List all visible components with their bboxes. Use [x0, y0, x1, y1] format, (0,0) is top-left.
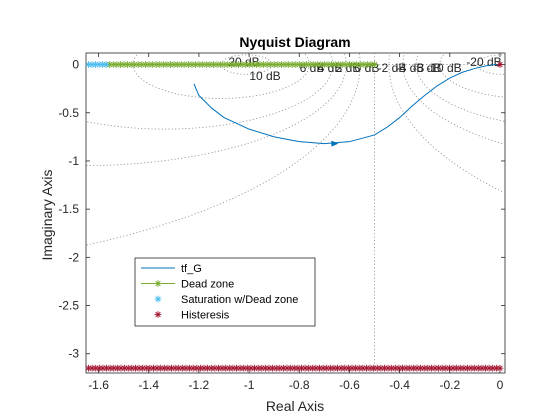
- y-tick-label: -1.5: [58, 202, 79, 216]
- series-saturation-w-dead-zone-point-d2: [103, 61, 109, 68]
- series-tf-g-arrow: [331, 140, 339, 147]
- series-dead-zone-point-d2: [371, 61, 378, 68]
- mcircle-label: -10 dB: [426, 61, 461, 75]
- x-tick-label: -1: [244, 378, 255, 392]
- y-tick-label: -2: [68, 250, 79, 264]
- mcircle-label: -6 dB: [413, 61, 442, 75]
- x-tick-label: -0.4: [389, 378, 410, 392]
- x-tick-label: -1.6: [88, 378, 109, 392]
- x-tick-label: -1.2: [189, 378, 210, 392]
- mcircle-label: -20 dB: [466, 55, 501, 69]
- series-histeresis-point: [496, 364, 504, 372]
- legend-marker-histeresis-d2: [155, 311, 161, 318]
- legend-marker-dead-zone: [154, 280, 162, 287]
- legend-box: [134, 257, 316, 327]
- legend-marker-saturation-w-dead-zone-d2: [155, 296, 161, 302]
- x-tick-label: 0: [497, 378, 504, 392]
- y-tick-label: -2.5: [58, 299, 79, 313]
- legend-marker-dead-zone-d2: [155, 280, 161, 287]
- y-tick-label: -3: [68, 347, 79, 361]
- series-saturation-w-dead-zone-point: [102, 61, 110, 68]
- legend-label-saturation-w-dead-zone: Saturation w/Dead zone: [181, 294, 298, 306]
- series-tf-g-line: [193, 64, 500, 145]
- y-tick-label: 0: [72, 58, 79, 72]
- series-layer: [86, 61, 504, 372]
- legend-label-histeresis: Histeresis: [181, 310, 230, 322]
- legend-marker-histeresis: [154, 311, 162, 318]
- x-tick-label: -0.6: [339, 378, 360, 392]
- legend-label-tf-g: tf_G: [181, 263, 202, 275]
- series-histeresis-point: [496, 61, 504, 68]
- chart-title: Nyquist Diagram: [239, 34, 350, 50]
- series-histeresis-point-d2: [497, 61, 503, 68]
- mcircle-label: -2 dB: [378, 61, 407, 75]
- y-axis-label: Imaginary Axis: [39, 169, 55, 260]
- y-tick-label: -1: [68, 154, 79, 168]
- legend-label-dead-zone: Dead zone: [181, 279, 234, 291]
- legend: tf_G Dead zone Saturation w/Dead zone Histe…: [134, 257, 316, 327]
- x-tick-label: -0.8: [289, 378, 310, 392]
- series-histeresis-point-d2: [497, 365, 503, 371]
- mcircle-label: -4 dB: [396, 61, 425, 75]
- x-tick-label: -1.4: [138, 378, 159, 392]
- x-axis-label: Real Axis: [266, 398, 324, 414]
- x-tick-label: -0.2: [439, 378, 460, 392]
- legend-marker-saturation-w-dead-zone: [154, 295, 162, 303]
- y-tick-label: -0.5: [58, 106, 79, 120]
- series-dead-zone-point: [371, 61, 378, 68]
- mcircle-label: 10 dB: [249, 69, 280, 83]
